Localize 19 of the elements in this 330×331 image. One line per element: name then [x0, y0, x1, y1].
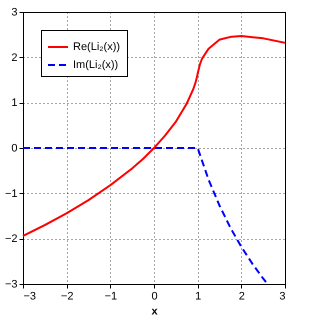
x-tick-label: 1 [195, 290, 202, 302]
x-tick-label: −3 [24, 290, 36, 302]
y-tick-label: 1 [11, 97, 18, 110]
x-tick-label: 3 [279, 290, 286, 302]
x-tick-label: 2 [238, 290, 245, 302]
y-tick-label: −3 [4, 278, 18, 290]
x-axis-title: x [151, 306, 158, 318]
y-tick-label: 2 [11, 52, 18, 64]
legend-label: Im(Li₂(x)) [73, 59, 118, 71]
line-series [22, 147, 269, 285]
line-series [22, 35, 286, 237]
y-tick-label: 0 [11, 142, 18, 154]
legend-label: Re(Li₂(x)) [73, 41, 120, 53]
y-tick-label: −1 [4, 188, 18, 200]
x-tick-label: 0 [151, 290, 158, 302]
x-tick-label: −2 [60, 290, 74, 302]
x-tick-label: −1 [104, 290, 118, 302]
y-tick-label: −2 [4, 233, 18, 246]
y-tick-label: 3 [11, 6, 18, 18]
